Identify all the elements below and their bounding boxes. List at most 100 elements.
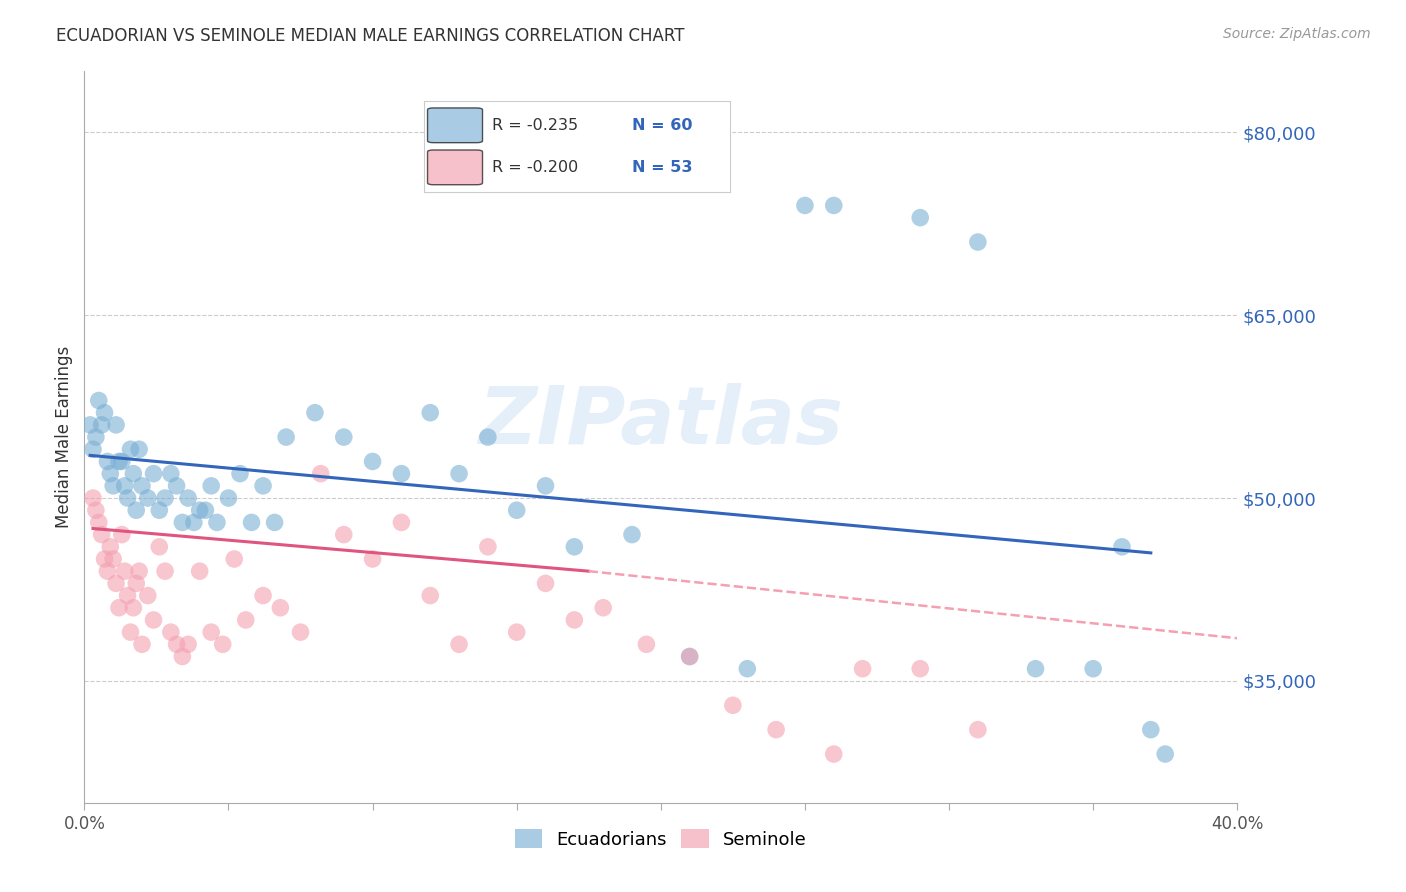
Point [98,467,121,481]
Point [148,540,170,554]
Point [108,454,131,468]
Point [205,516,228,530]
Point [1140,723,1163,737]
Point [153,564,176,578]
Point [160,625,183,640]
Point [105,576,128,591]
Legend: Ecuadorians, Seminole: Ecuadorians, Seminole [515,830,807,848]
Point [737,662,759,676]
Point [120,442,142,457]
Point [188,564,211,578]
Point [1025,662,1047,676]
Point [252,589,274,603]
Point [120,625,142,640]
Point [391,516,413,530]
Point [564,540,586,554]
Point [534,479,557,493]
Point [131,479,153,493]
Point [117,589,139,603]
Point [90,417,112,432]
Point [142,613,165,627]
Point [240,516,263,530]
Point [103,552,124,566]
Point [93,552,115,566]
Point [679,649,702,664]
Point [263,516,285,530]
Point [419,589,441,603]
Point [252,479,274,493]
Point [98,540,121,554]
Point [419,406,441,420]
Point [90,527,112,541]
Point [108,600,131,615]
Point [148,503,170,517]
Point [82,442,104,457]
Point [142,467,165,481]
Point [1083,662,1105,676]
Point [105,417,128,432]
Point [679,649,702,664]
Point [114,479,136,493]
Point [136,491,159,505]
Point [621,527,644,541]
Text: ZIPatlas: ZIPatlas [478,384,844,461]
Y-axis label: Median Male Earnings: Median Male Earnings [55,346,73,528]
Point [361,454,384,468]
Point [506,503,529,517]
Point [183,516,205,530]
Point [111,527,134,541]
Point [82,491,104,505]
Point [84,430,107,444]
Point [823,198,845,212]
Point [506,625,529,640]
Point [534,576,557,591]
Text: Source: ZipAtlas.com: Source: ZipAtlas.com [1223,27,1371,41]
Point [477,430,499,444]
Point [794,198,817,212]
Point [449,637,471,651]
Point [592,600,614,615]
Point [211,637,233,651]
Point [304,406,326,420]
Point [564,613,586,627]
Point [391,467,413,481]
Point [333,430,356,444]
Point [103,479,124,493]
Point [122,467,145,481]
Point [93,406,115,420]
Point [636,637,658,651]
Point [128,442,150,457]
Point [87,516,110,530]
Point [290,625,312,640]
Point [84,503,107,517]
Point [125,576,148,591]
Point [200,479,222,493]
Point [111,454,134,468]
Point [477,540,499,554]
Point [910,211,932,225]
Point [721,698,744,713]
Point [194,503,217,517]
Point [910,662,932,676]
Point [128,564,150,578]
Point [122,600,145,615]
Point [117,491,139,505]
Point [765,723,787,737]
Point [309,467,332,481]
Point [96,564,118,578]
Point [235,613,257,627]
Point [87,393,110,408]
Point [131,637,153,651]
Point [172,649,194,664]
Point [166,479,188,493]
Point [269,600,291,615]
Point [96,454,118,468]
Point [200,625,222,640]
Point [125,503,148,517]
Point [136,589,159,603]
Point [224,552,246,566]
Point [276,430,298,444]
Point [166,637,188,651]
Text: ECUADORIAN VS SEMINOLE MEDIAN MALE EARNINGS CORRELATION CHART: ECUADORIAN VS SEMINOLE MEDIAN MALE EARNI… [56,27,685,45]
Point [79,417,101,432]
